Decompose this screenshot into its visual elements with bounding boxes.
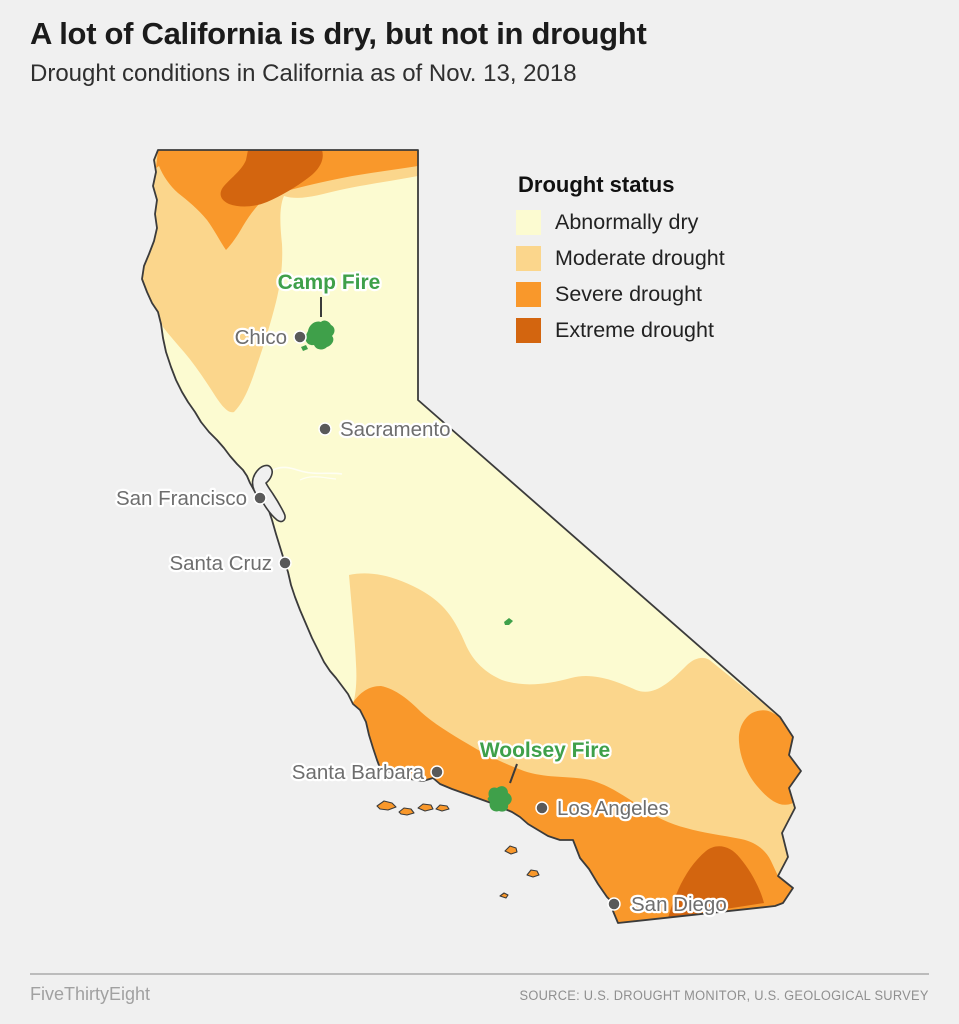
severe-drought-swatch (516, 282, 541, 307)
city-label-los-angeles: Los Angeles (557, 797, 669, 820)
page-title: A lot of California is dry, but not in d… (30, 16, 647, 51)
extreme-san-diego (668, 846, 764, 918)
legend-row-severe-drought: Severe drought (516, 282, 725, 307)
extreme-drought-swatch (516, 318, 541, 343)
city-label-santa-cruz: Santa Cruz (169, 552, 272, 575)
fire-label-camp-fire: Camp Fire (278, 271, 381, 294)
legend-label: Severe drought (555, 282, 703, 306)
city-label-san-diego: San Diego (631, 893, 727, 916)
city-dot-san-diego (607, 897, 621, 911)
delta-rivers (272, 466, 343, 481)
city-label-chico: Chico (235, 326, 287, 349)
city-dot-san-francisco (253, 491, 267, 505)
page-subtitle: Drought conditions in California as of N… (30, 60, 577, 87)
city-dot-sacramento (318, 422, 332, 436)
city-dot-los-angeles (535, 801, 549, 815)
city-dot-santa-cruz (278, 556, 292, 570)
fivethirtyeight-logo: FiveThirtyEight (30, 984, 151, 1004)
city-label-sacramento: Sacramento (340, 418, 451, 441)
small-fire-speck (504, 618, 513, 625)
woolsey-fire-tick (509, 763, 518, 784)
legend-label: Moderate drought (555, 246, 725, 270)
severe-north-band (156, 150, 418, 250)
drought-status-legend: Drought status Abnormally dry Moderate d… (516, 172, 725, 354)
severe-east-border (738, 710, 801, 805)
california-outline (141, 149, 802, 924)
woolsey-fire-perimeter (487, 786, 512, 812)
extreme-north (220, 150, 323, 207)
moderate-drought-swatch (516, 246, 541, 271)
legend-label: Abnormally dry (555, 210, 699, 234)
legend-row-moderate-drought: Moderate drought (516, 246, 725, 271)
abnormally-dry-swatch (516, 210, 541, 235)
city-label-san-francisco: San Francisco (116, 487, 247, 510)
footer-divider (30, 973, 929, 975)
camp-fire-speck (301, 345, 308, 351)
region-extreme-drought (220, 150, 764, 918)
camp-fire-perimeter (305, 320, 335, 350)
city-dot-chico (293, 330, 307, 344)
legend-row-extreme-drought: Extreme drought (516, 318, 725, 343)
source-credit: SOURCE: U.S. DROUGHT MONITOR, U.S. GEOLO… (519, 988, 929, 1003)
region-severe-drought (156, 150, 801, 923)
severe-south-coast (352, 686, 793, 923)
city-dots (253, 330, 621, 911)
fire-label-ticks (320, 297, 518, 784)
sf-bay (251, 464, 286, 523)
legend-title: Drought status (518, 172, 675, 197)
channel-islands (376, 800, 540, 899)
legend-row-abnormally-dry: Abnormally dry (516, 210, 725, 235)
fire-perimeters (301, 320, 513, 812)
fire-label-woolsey-fire: Woolsey Fire (480, 739, 610, 762)
city-label-santa-barbara: Santa Barbara (292, 761, 425, 784)
legend-label: Extreme drought (555, 318, 714, 342)
city-dot-santa-barbara (430, 765, 444, 779)
